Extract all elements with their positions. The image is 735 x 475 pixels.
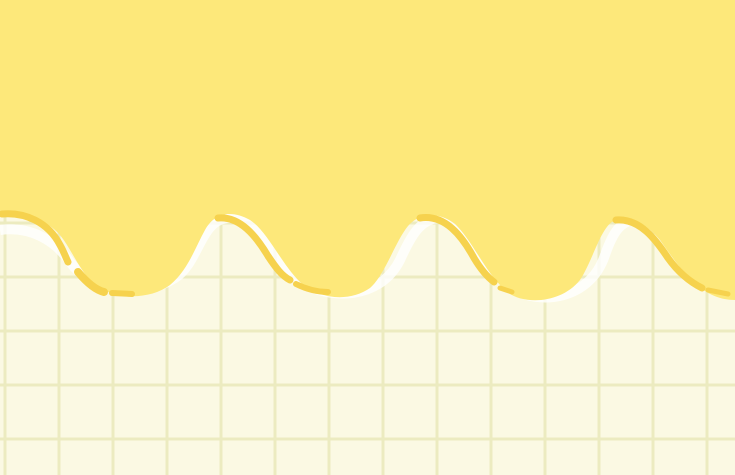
- accent-stroke-second-tail: [293, 281, 331, 295]
- accent-stroke-fourth-crest: [612, 216, 706, 292]
- accent-stroke-third-crest: [416, 214, 498, 286]
- accent-stroke-left-dash: [109, 290, 135, 297]
- accent-stroke-second-crest: [214, 214, 294, 284]
- accent-stroke-left-top: [0, 210, 72, 266]
- accent-stroke-third-dash: [497, 285, 515, 295]
- accent-stroke-left-bottom: [74, 268, 108, 296]
- drip-accent-strokes: [0, 210, 731, 297]
- yellow-drip-wave: [0, 0, 735, 301]
- accent-stroke-fourth-tail: [705, 287, 731, 297]
